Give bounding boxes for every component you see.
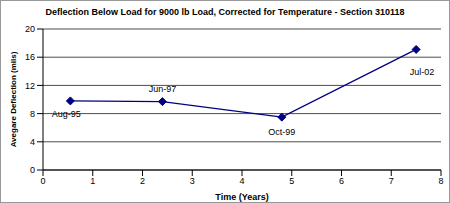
svg-text:6: 6	[339, 176, 344, 186]
svg-text:16: 16	[25, 52, 35, 62]
svg-text:Avegare Deflection (mils): Avegare Deflection (mils)	[9, 51, 18, 147]
svg-text:3: 3	[190, 176, 195, 186]
svg-text:Oct-99: Oct-99	[268, 127, 295, 137]
svg-text:2: 2	[140, 176, 145, 186]
svg-text:Jul-02: Jul-02	[410, 67, 435, 77]
svg-text:Time (Years): Time (Years)	[215, 192, 268, 202]
svg-text:8: 8	[30, 109, 35, 119]
svg-text:12: 12	[25, 81, 35, 91]
svg-text:4: 4	[239, 176, 244, 186]
svg-text:Aug-95: Aug-95	[52, 109, 81, 119]
svg-text:20: 20	[25, 24, 35, 34]
svg-text:4: 4	[30, 137, 35, 147]
svg-text:Jun-97: Jun-97	[149, 84, 177, 94]
svg-text:0: 0	[30, 165, 35, 175]
svg-text:7: 7	[389, 176, 394, 186]
html-text:Deflection Below Load for 9000: Deflection Below Load for 9000 lb Load, …	[45, 7, 405, 17]
svg-text:1: 1	[90, 176, 95, 186]
svg-text:0: 0	[40, 176, 45, 186]
svg-text:5: 5	[289, 176, 294, 186]
svg-text:8: 8	[438, 176, 442, 186]
